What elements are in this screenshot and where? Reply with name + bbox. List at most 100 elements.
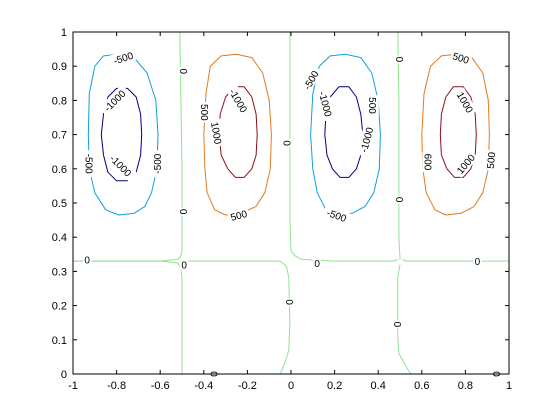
contour-label-bg [313, 256, 322, 269]
contour-label-bg [108, 47, 138, 68]
contour-label-text: 500 [230, 209, 249, 224]
contour-label-27: 0 [473, 255, 482, 268]
y-tick-label: 0.4 [52, 232, 67, 244]
y-tick-label: 0.1 [52, 335, 67, 347]
contour-line-1000-7 [439, 86, 477, 178]
contour-line-0-14 [397, 264, 412, 375]
contour-label-6: 500 [198, 102, 211, 123]
plot-area [73, 32, 509, 374]
contour-label-28: 0 [283, 298, 296, 307]
contour-label-19: 500 [449, 48, 473, 67]
contour-line-neg1000-1 [100, 87, 143, 182]
contour-label-text: -500 [82, 154, 93, 174]
x-tick-label: 0.2 [327, 380, 342, 392]
x-tick-label: -1 [68, 380, 78, 392]
contour-label-bg [180, 258, 189, 271]
contour-label-23: 500 [483, 149, 498, 172]
x-tick-label: -0.4 [194, 380, 213, 392]
contour-label-bg [105, 149, 137, 182]
contour-label-29: 0 [391, 320, 404, 329]
contour-label-bg [178, 207, 191, 216]
contour-label-bg [283, 298, 296, 307]
contour-label-2: -500 [82, 150, 96, 178]
y-tick-label: 0.9 [52, 61, 67, 73]
x-tick-label: 0.8 [458, 380, 473, 392]
contour-line-0-9 [73, 260, 183, 374]
contour-label-bg [315, 86, 336, 122]
contour-label-text: 0 [283, 299, 294, 305]
x-tick-label: 0.4 [371, 380, 386, 392]
contour-label-text: 500 [366, 97, 377, 114]
contour-label-9: 500 [227, 206, 251, 224]
contour-label-bg [322, 204, 352, 226]
x-tick-label: 0 [288, 380, 294, 392]
contour-label-text: 0 [177, 209, 188, 215]
contour-label-bg [422, 151, 435, 173]
contour-label-text: 1000 [208, 121, 223, 145]
contour-label-text: 600 [421, 154, 432, 171]
contour-label-text: 0 [393, 57, 404, 63]
x-tick-label: -0.8 [107, 380, 126, 392]
contour-label-8: 1000 [208, 118, 226, 148]
x-axis: -1 -0.8 -0.6 -0.4 -0.2 0 0.2 0.4 0.6 0.8 1 [68, 32, 512, 392]
y-tick-label: 0.5 [52, 198, 67, 210]
contour-label-bg [208, 118, 226, 148]
contour-label-bg [366, 95, 379, 116]
x-tick-label: -0.6 [151, 380, 170, 392]
contour-label-text: 0 [391, 322, 402, 328]
contour-label-18: 0 [393, 195, 406, 204]
contour-label-bg [394, 55, 406, 64]
y-tick-label: 0.6 [52, 164, 67, 176]
contour-label-bg [483, 149, 498, 172]
contour-label-bg [473, 255, 482, 268]
contour-label-26: 0 [313, 256, 322, 270]
contour-label-bg [453, 87, 478, 117]
contour-label-text: 0 [475, 257, 481, 268]
contour-label-bg [452, 149, 479, 178]
x-tick-label: -0.2 [238, 380, 257, 392]
contour-label-15: 500 [366, 95, 379, 116]
contour-label-text: 0 [393, 197, 404, 203]
contour-line-0-12 [397, 31, 401, 260]
contour-line-500-2 [203, 53, 272, 216]
contour-label-11: 0 [281, 139, 294, 148]
y-tick-label: 0.7 [52, 130, 67, 142]
contour-label-bg [356, 122, 377, 158]
contour-line-0-10 [183, 258, 291, 375]
contour-label-bg [391, 320, 404, 329]
contour-label-text: 0 [314, 259, 320, 270]
contour-line-neg500-4 [310, 53, 381, 216]
y-tick-label: 0.2 [52, 301, 67, 313]
x-tick-label: 0.6 [414, 380, 429, 392]
contour-label-text: 0 [84, 255, 90, 266]
contour-label-bg [394, 195, 406, 204]
contour-label-21: 600 [421, 151, 435, 173]
contour-label-text: 0 [281, 140, 292, 146]
contour-label-bg [83, 150, 96, 178]
contour-label-text: 500 [198, 104, 209, 121]
contour-label-bg [198, 102, 211, 123]
contour-label-bg [225, 83, 253, 118]
contour-label-4: -500 [150, 150, 164, 178]
contour-label-10: 0 [177, 207, 191, 216]
contour-label-text: 500 [451, 51, 471, 67]
contour-label-bg [83, 253, 92, 266]
y-axis: 0 0.1 0.2 0.3 0.4 0.5 0.6 0.7 0.8 0.9 1 [52, 27, 509, 381]
contour-label-5: 0 [177, 67, 191, 76]
contour-label-bg [449, 48, 473, 67]
contour-label-24: 0 [83, 253, 92, 266]
contour-label-text: 0 [181, 261, 187, 272]
contour-label-bg [281, 139, 294, 148]
contour-label-bg [98, 84, 131, 117]
contour-label-bg [298, 65, 323, 95]
contour-label-bg [150, 150, 163, 178]
y-tick-label: 0.8 [52, 95, 67, 107]
contour-label-bg [227, 206, 251, 224]
contour-label-bg [178, 67, 191, 76]
contour-label-text: 0 [177, 69, 188, 75]
contour-label-text: -500 [153, 153, 164, 173]
contour-lines [73, 31, 509, 375]
contour-label-17: 0 [393, 55, 406, 64]
contour-label-25: 0 [180, 258, 189, 272]
